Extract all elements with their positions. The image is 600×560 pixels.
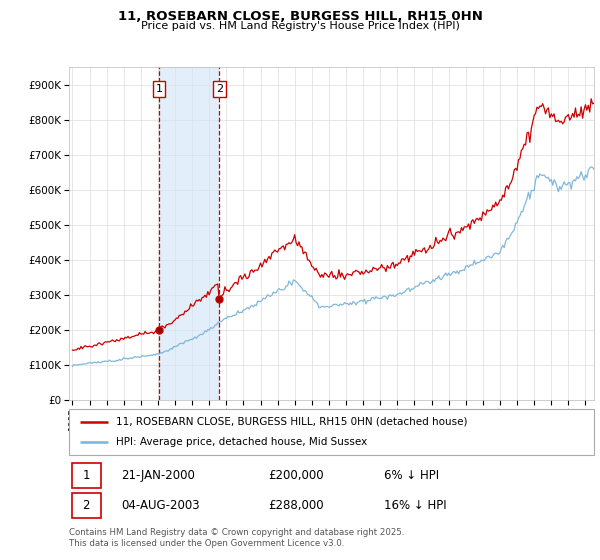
FancyBboxPatch shape xyxy=(69,409,594,455)
Bar xyxy=(159,67,219,400)
Text: 1: 1 xyxy=(82,469,90,482)
Text: 16% ↓ HPI: 16% ↓ HPI xyxy=(384,499,446,512)
FancyBboxPatch shape xyxy=(71,463,101,488)
Text: HPI: Average price, detached house, Mid Sussex: HPI: Average price, detached house, Mid … xyxy=(116,437,367,447)
FancyBboxPatch shape xyxy=(71,493,101,518)
Text: Price paid vs. HM Land Registry's House Price Index (HPI): Price paid vs. HM Land Registry's House … xyxy=(140,21,460,31)
Text: 2: 2 xyxy=(82,499,90,512)
Text: 6% ↓ HPI: 6% ↓ HPI xyxy=(384,469,439,482)
Text: 11, ROSEBARN CLOSE, BURGESS HILL, RH15 0HN: 11, ROSEBARN CLOSE, BURGESS HILL, RH15 0… xyxy=(118,10,482,23)
Text: 11, ROSEBARN CLOSE, BURGESS HILL, RH15 0HN (detached house): 11, ROSEBARN CLOSE, BURGESS HILL, RH15 0… xyxy=(116,417,468,427)
Text: 21-JAN-2000: 21-JAN-2000 xyxy=(121,469,196,482)
Text: 2: 2 xyxy=(215,84,223,94)
Text: Contains HM Land Registry data © Crown copyright and database right 2025.
This d: Contains HM Land Registry data © Crown c… xyxy=(69,528,404,548)
Text: 04-AUG-2003: 04-AUG-2003 xyxy=(121,499,200,512)
Text: 1: 1 xyxy=(155,84,163,94)
Text: £200,000: £200,000 xyxy=(269,469,324,482)
Text: £288,000: £288,000 xyxy=(269,499,324,512)
